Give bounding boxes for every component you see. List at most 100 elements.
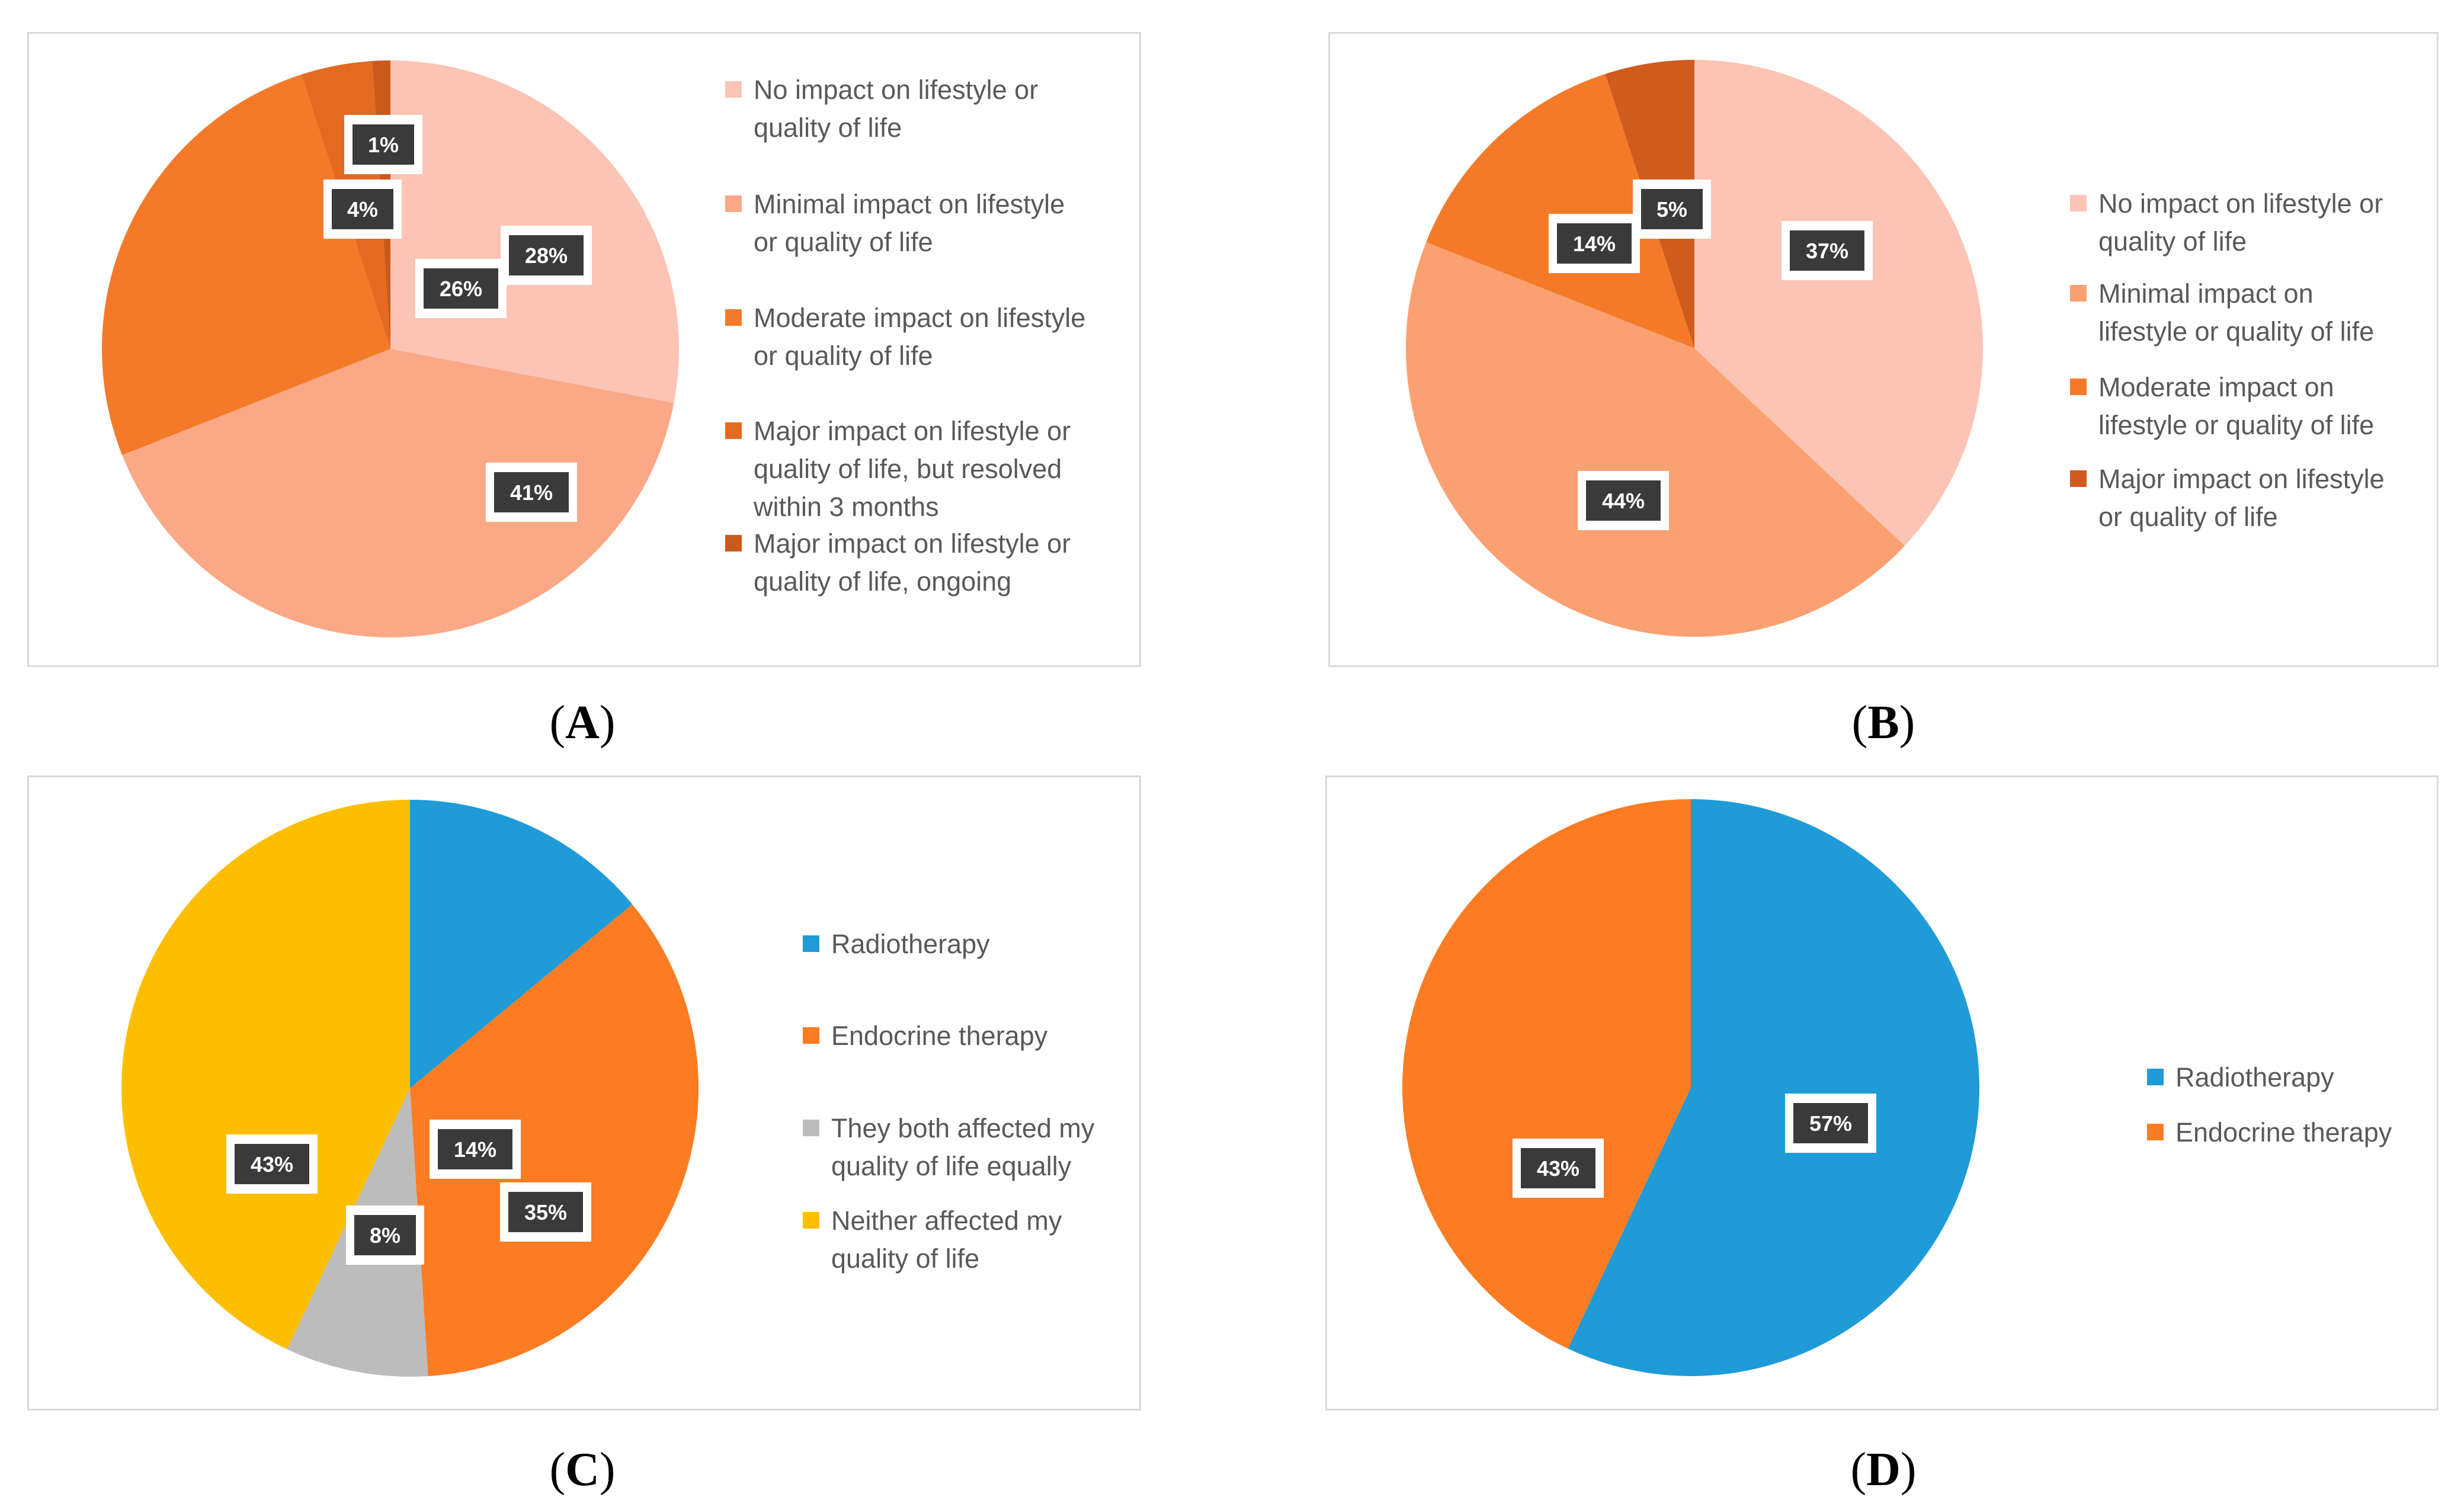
legend-swatch xyxy=(2070,379,2087,395)
legend-swatch xyxy=(2070,195,2087,211)
pie-slice xyxy=(101,74,390,456)
svg-text:43%: 43% xyxy=(1537,1156,1579,1181)
pie-slices xyxy=(1402,799,1979,1376)
caption-b: (B) xyxy=(1851,697,1915,749)
data-label: 5% xyxy=(1633,179,1711,239)
legend-label: quality of life, but resolved xyxy=(754,454,1062,484)
pie-slices xyxy=(121,800,699,1377)
legend-item: Endocrine therapy xyxy=(2147,1117,2392,1147)
legend-label: Neither affected my xyxy=(831,1206,1062,1236)
svg-text:5%: 5% xyxy=(1656,197,1687,222)
legend-item: Major impact on lifestyle or quality of l… xyxy=(725,528,1071,597)
chart-panel-c: 14% 35% 8% 43% Radiotherapy Endocrine therapy… xyxy=(27,775,1141,1410)
legend-label: lifestyle or quality of life xyxy=(2098,316,2374,347)
legend-label: quality of life xyxy=(2098,226,2247,257)
legend-label: within 3 months xyxy=(753,492,939,522)
pie-slice xyxy=(122,349,674,637)
legend-label: Minimal impact on lifestyle xyxy=(754,189,1065,219)
legend-item: Minimal impact on lifestyle or quality of… xyxy=(2070,278,2374,347)
svg-text:8%: 8% xyxy=(370,1223,400,1248)
legend-label: quality of life, ongoing xyxy=(754,566,1011,597)
legend-item: No impact on lifestyle or quality of life xyxy=(725,75,1038,143)
legend-swatch xyxy=(725,309,742,326)
data-label: 14% xyxy=(1549,214,1640,273)
legend-label: lifestyle or quality of life xyxy=(2098,410,2374,440)
legend-swatch xyxy=(2070,470,2087,487)
legend-label: or quality of life xyxy=(754,341,933,371)
pie-chart-d: 57% 43% Radiotherapy Endocrine therapy xyxy=(1402,799,2392,1376)
legend-swatch xyxy=(803,1120,819,1136)
data-label: 57% xyxy=(1785,1094,1876,1153)
legend-label: Endocrine therapy xyxy=(831,1021,1048,1051)
pie-slice xyxy=(1426,73,1694,348)
legend-swatch xyxy=(803,935,819,952)
legend-swatch xyxy=(2147,1069,2164,1085)
chart-panel-a: 28% 41% 26% 4% 1% No impact on lifestyle or qu… xyxy=(27,32,1141,667)
legend-item: Neither affected my quality of life xyxy=(803,1206,1062,1274)
pie-chart-c: 14% 35% 8% 43% Radiotherapy Endocrine therapy… xyxy=(121,800,1095,1377)
legend-swatch xyxy=(725,195,742,212)
svg-text:28%: 28% xyxy=(525,243,568,268)
legend-label: quality of life xyxy=(754,113,902,143)
chart-panel-b: 37% 44% 14% 5% No impact on lifestyle or qual… xyxy=(1328,32,2439,667)
legend: No impact on lifestyle or quality of life… xyxy=(2070,188,2385,532)
legend-item: Radiotherapy xyxy=(803,929,990,959)
legend-label: No impact on lifestyle or xyxy=(754,75,1038,105)
data-label: 43% xyxy=(1513,1139,1604,1198)
pie-slice xyxy=(1694,60,1983,546)
legend-item: Endocrine therapy xyxy=(803,1021,1048,1051)
legend-item: Moderate impact on lifestyle or quality o… xyxy=(725,303,1085,371)
legend-label: No impact on lifestyle or xyxy=(2098,188,2383,219)
legend-swatch xyxy=(725,81,742,98)
data-label: 43% xyxy=(226,1134,318,1194)
data-label: 4% xyxy=(323,179,402,239)
svg-text:4%: 4% xyxy=(347,197,378,222)
data-label: 41% xyxy=(486,463,577,522)
legend-label: Major impact on lifestyle xyxy=(2098,464,2385,494)
legend-label: Radiotherapy xyxy=(2175,1062,2334,1092)
legend: Radiotherapy Endocrine therapy They both a… xyxy=(803,929,1095,1274)
legend-item: Minimal impact on lifestyle or quality of… xyxy=(725,189,1065,257)
pie-slice xyxy=(410,800,633,1088)
caption-d: (D) xyxy=(1850,1444,1917,1496)
legend-label: Endocrine therapy xyxy=(2175,1117,2392,1147)
data-label: 37% xyxy=(1781,221,1873,280)
svg-text:37%: 37% xyxy=(1806,239,1848,263)
legend: Radiotherapy Endocrine therapy xyxy=(2147,1062,2392,1147)
data-label: 14% xyxy=(430,1120,521,1179)
data-label: 28% xyxy=(501,226,592,285)
legend-label: or quality of life xyxy=(2098,502,2278,532)
legend-swatch xyxy=(725,422,742,439)
pie-slice xyxy=(121,800,410,1349)
legend-label: Moderate impact on lifestyle xyxy=(754,303,1085,333)
svg-text:26%: 26% xyxy=(440,277,482,301)
svg-text:35%: 35% xyxy=(524,1200,567,1224)
pie-slice xyxy=(1402,799,1691,1349)
caption-c: (C) xyxy=(549,1444,616,1496)
legend: No impact on lifestyle or quality of life… xyxy=(725,75,1085,597)
pie-chart-a: 28% 41% 26% 4% 1% No impact on lifestyle or qu… xyxy=(101,60,1085,637)
pie-slice xyxy=(410,904,699,1377)
data-label: 8% xyxy=(346,1206,424,1265)
legend-label: quality of life xyxy=(831,1243,979,1274)
legend-label: or quality of life xyxy=(754,227,933,257)
data-label: 26% xyxy=(415,259,507,318)
legend-item: Moderate impact on lifestyle or quality o… xyxy=(2070,372,2374,440)
legend-item: They both affected my quality of life equ… xyxy=(803,1113,1095,1181)
legend-label: Minimal impact on xyxy=(2098,278,2314,309)
svg-text:41%: 41% xyxy=(510,480,553,505)
legend-label: Major impact on lifestyle or xyxy=(754,528,1071,559)
legend-label: quality of life equally xyxy=(831,1151,1072,1181)
legend-item: Major impact on lifestyle or quality of l… xyxy=(2070,464,2385,532)
svg-text:1%: 1% xyxy=(368,133,399,157)
data-label: 1% xyxy=(344,115,422,174)
svg-text:14%: 14% xyxy=(1573,232,1616,256)
legend-swatch xyxy=(725,535,742,552)
chart-panel-d: 57% 43% Radiotherapy Endocrine therapy xyxy=(1325,775,2439,1410)
legend-item: Radiotherapy xyxy=(2147,1062,2334,1092)
data-label: 44% xyxy=(1578,471,1669,530)
pie-slice xyxy=(1406,242,1905,637)
legend-item: Major impact on lifestyle or quality of l… xyxy=(725,416,1071,522)
svg-text:43%: 43% xyxy=(251,1152,293,1176)
legend-swatch xyxy=(803,1027,819,1044)
